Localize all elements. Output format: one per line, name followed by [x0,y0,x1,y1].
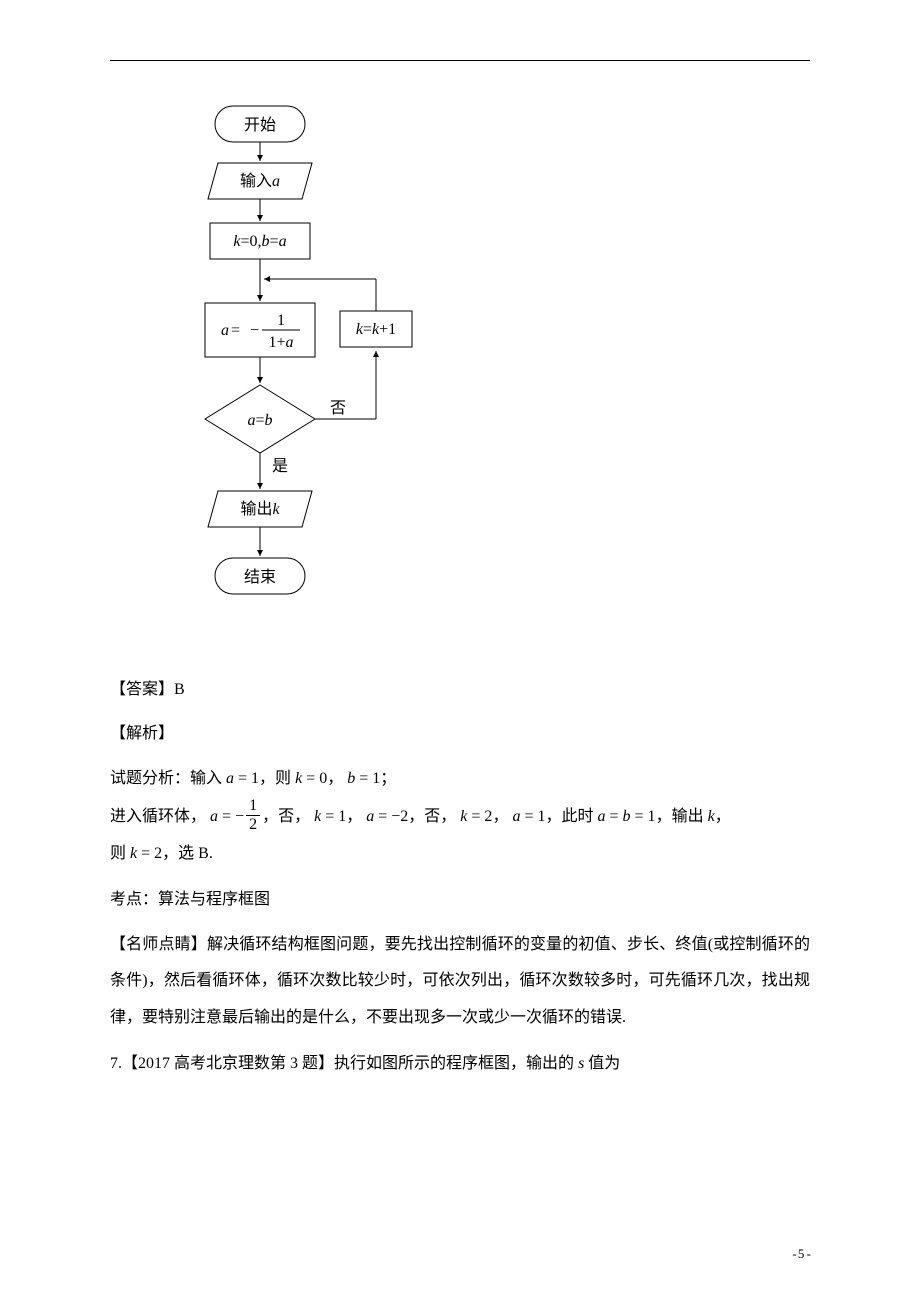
kp-label: 考点： [110,891,158,908]
q7-line: 7.【2017 高考北京理数第 3 题】执行如图所示的程序框图，输出的 s 值为 [110,1047,810,1081]
svg-text:a: a [221,322,229,339]
flowchart: 开始 输入a k=0,b=a [160,101,420,661]
svg-text:1: 1 [277,312,285,329]
svg-text:−: − [250,322,259,339]
svg-text:1+a: 1+a [268,334,293,351]
svg-text:开始: 开始 [244,116,276,134]
flow-yes-label: 是 [272,458,288,475]
svg-text:输出k: 输出k [240,500,280,518]
analysis-heading: 【解析】 [110,717,810,751]
flow-assign-a: a = − 1 1+a [205,303,315,357]
flow-init: k=0,b=a [210,223,310,259]
flow-output: 输出k [208,491,312,527]
flow-inc-k: k=k+1 [340,311,412,347]
flow-end: 结束 [215,558,305,594]
answer-prefix: 【答案】 [110,681,174,698]
top-rule [110,60,810,61]
answer-line: 【答案】B [110,673,810,707]
teacher-body-text: 解决循环结构框图问题，要先找出控制循环的变量的初值、步长、终值(或控制循环的条件… [110,936,810,1027]
page-footer: - 5 - [792,1246,810,1262]
flow-start: 开始 [215,106,305,142]
svg-text:结束: 结束 [244,568,276,586]
flow-no-label: 否 [330,400,346,417]
analysis-body: 试题分析：输入 a = 1，则 k = 0， b = 1； 进入循环体， a =… [110,760,810,873]
svg-text:a=b: a=b [247,412,272,429]
svg-text:k=k+1: k=k+1 [356,321,396,338]
svg-text:k=0,b=a: k=0,b=a [233,233,286,250]
answer-value: B [174,681,185,698]
flow-decision: a=b [205,385,315,453]
svg-text:=: = [231,322,240,339]
teacher-heading: 【名师点睛】 [110,936,207,953]
flow-input: 输入a [208,163,312,199]
teacher-block: 【名师点睛】解决循环结构框图问题，要先找出控制循环的变量的初值、步长、终值(或控… [110,927,810,1037]
kp-text: 算法与程序框图 [158,891,270,908]
kp-line: 考点：算法与程序框图 [110,883,810,917]
svg-text:输入a: 输入a [240,172,280,190]
